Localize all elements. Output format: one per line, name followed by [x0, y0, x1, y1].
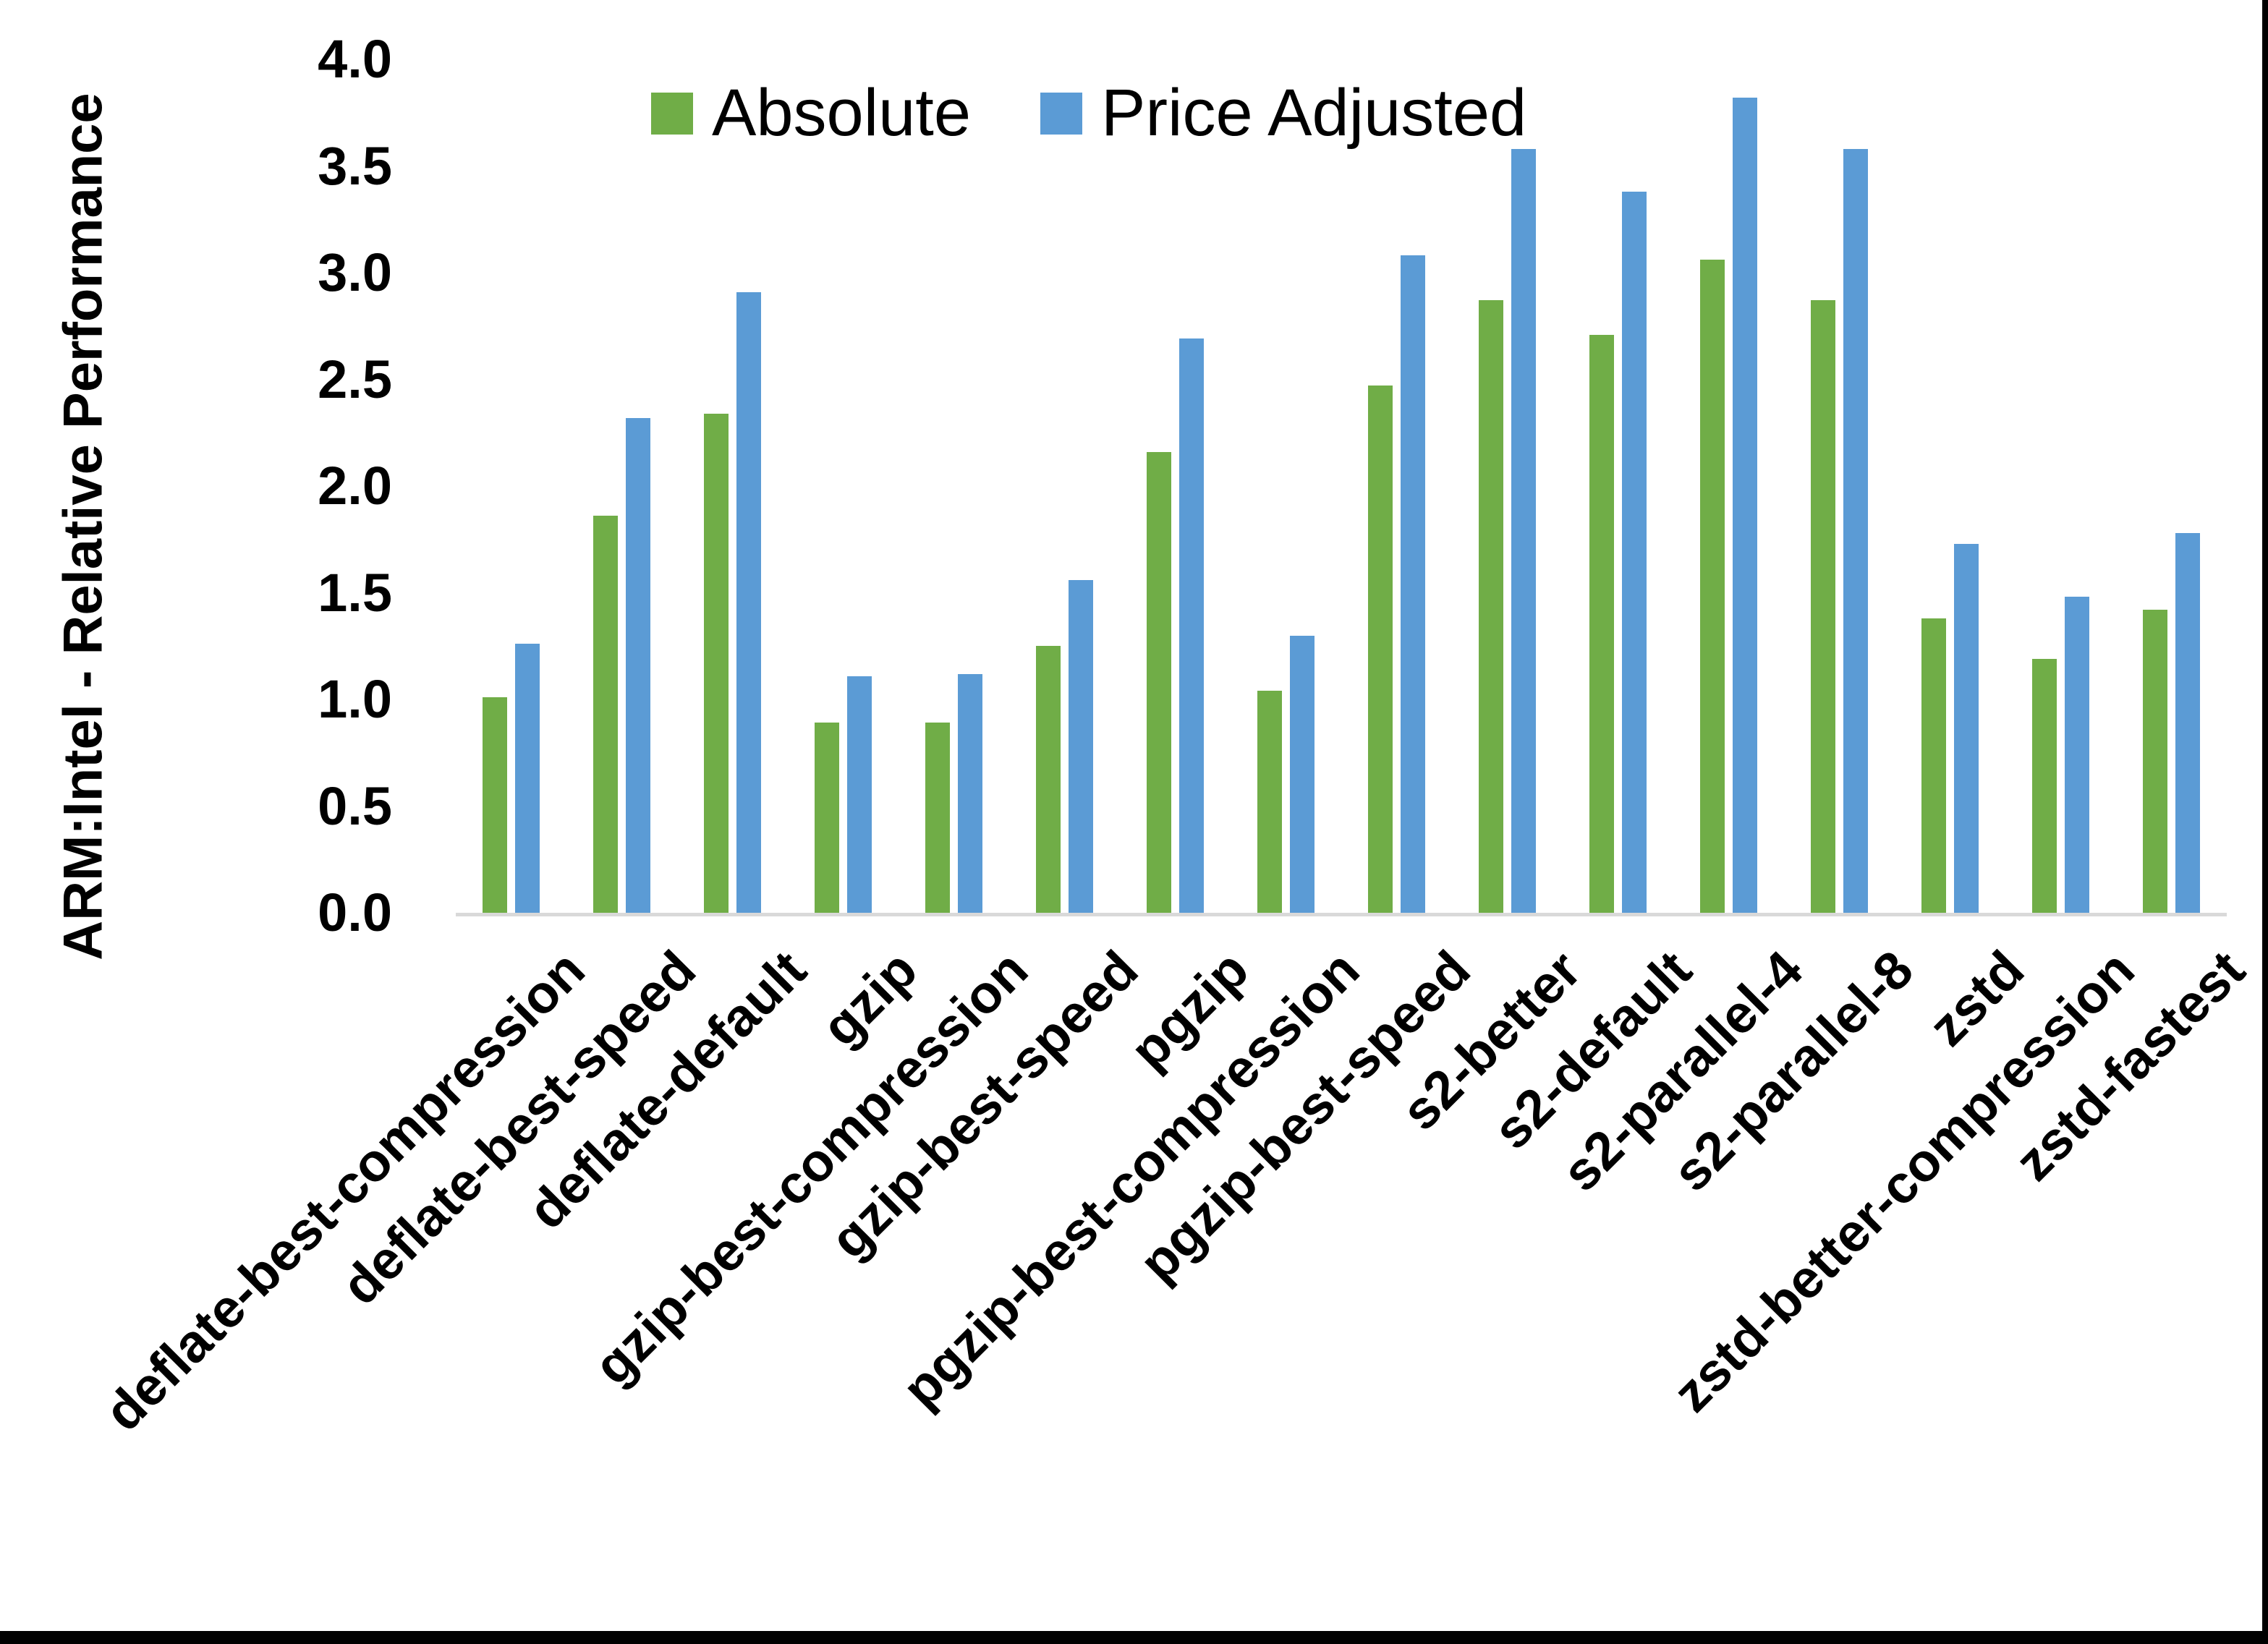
bar-absolute-deflate-best-speed — [593, 516, 618, 913]
bar-price-adjusted-zstd — [1954, 543, 1979, 913]
window-bottom-border — [0, 1631, 2268, 1644]
bar-price-adjusted-s2-parallel-8 — [1843, 148, 1868, 913]
bar-absolute-zstd — [1921, 618, 1946, 913]
y-tick-2.5: 2.5 — [318, 349, 392, 409]
bar-absolute-pgzip-best-compression — [1257, 691, 1282, 913]
bar-absolute-deflate-default — [704, 413, 729, 913]
x-tick-deflate-best-compression: deflate-best-compression — [93, 939, 596, 1443]
bar-absolute-gzip-best-compression — [925, 723, 950, 913]
bar-absolute-deflate-best-compression — [483, 697, 507, 913]
bar-absolute-s2-parallel-4 — [1700, 260, 1725, 913]
bar-price-adjusted-deflate-best-compression — [515, 644, 540, 913]
bar-price-adjusted-gzip-best-speed — [1069, 579, 1093, 913]
bar-price-adjusted-pgzip-best-compression — [1290, 635, 1314, 913]
bar-absolute-s2-parallel-8 — [1811, 300, 1835, 913]
bar-absolute-s2-default — [1589, 334, 1614, 913]
window-right-border — [2262, 0, 2268, 1644]
y-tick-3.0: 3.0 — [318, 242, 392, 302]
y-tick-1.5: 1.5 — [318, 562, 392, 623]
legend: Absolute Price Adjusted — [651, 75, 1526, 151]
bar-price-adjusted-zstd-fastest — [2175, 532, 2200, 913]
y-tick-2.0: 2.0 — [318, 456, 392, 516]
bar-price-adjusted-gzip — [847, 676, 872, 913]
bar-absolute-pgzip-best-speed — [1368, 386, 1393, 913]
y-tick-4.0: 4.0 — [318, 29, 392, 89]
bar-price-adjusted-deflate-default — [736, 291, 761, 913]
x-axis-line — [456, 913, 2227, 916]
bar-absolute-s2-better — [1479, 300, 1503, 913]
bar-price-adjusted-pgzip — [1179, 338, 1204, 913]
bar-absolute-zstd-better-compression — [2032, 658, 2057, 913]
bar-absolute-gzip-best-speed — [1036, 646, 1061, 913]
y-tick-3.5: 3.5 — [318, 135, 392, 196]
bar-price-adjusted-gzip-best-compression — [958, 673, 982, 913]
bar-price-adjusted-zstd-better-compression — [2065, 597, 2089, 913]
legend-label-absolute: Absolute — [712, 76, 972, 150]
y-tick-0.5: 0.5 — [318, 775, 392, 836]
legend-label-price-adjusted: Price Adjusted — [1101, 76, 1527, 150]
bar-price-adjusted-deflate-best-speed — [626, 417, 650, 913]
bar-price-adjusted-s2-default — [1622, 191, 1647, 913]
legend-swatch-absolute — [651, 92, 693, 135]
bar-absolute-pgzip — [1147, 451, 1171, 913]
bar-price-adjusted-s2-better — [1511, 148, 1536, 913]
y-axis-title: ARM:Intel - Relative Performance — [52, 93, 114, 961]
bar-absolute-gzip — [815, 723, 839, 913]
bar-price-adjusted-s2-parallel-4 — [1733, 98, 1757, 913]
y-tick-1.0: 1.0 — [318, 669, 392, 729]
legend-swatch-price-adjusted — [1040, 92, 1083, 135]
bar-absolute-zstd-fastest — [2143, 610, 2167, 913]
y-tick-0.0: 0.0 — [318, 882, 392, 942]
bar-price-adjusted-pgzip-best-speed — [1401, 255, 1425, 913]
